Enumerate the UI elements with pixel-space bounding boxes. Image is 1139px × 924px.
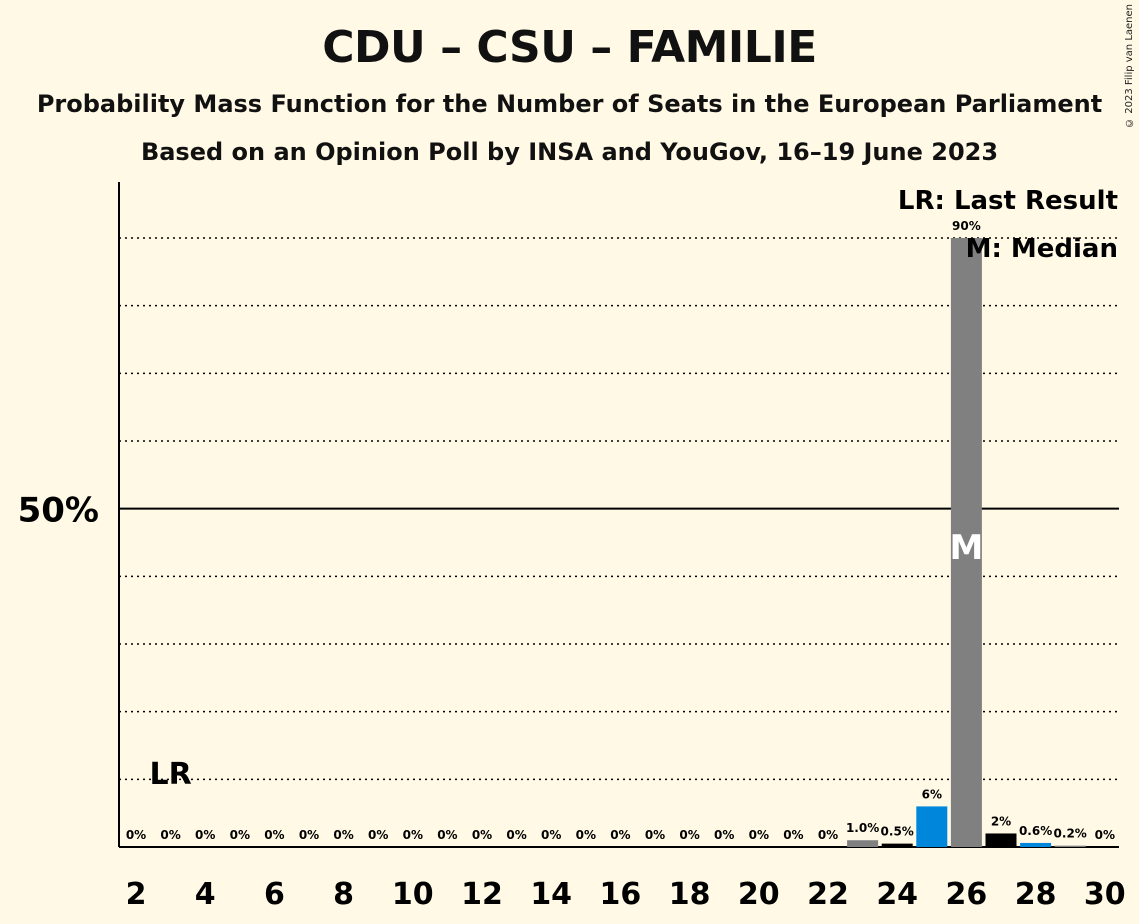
bar-value-label: 0% — [783, 828, 803, 842]
bar-value-label: 0.6% — [1019, 824, 1052, 838]
chart-title: CDU – CSU – FAMILIE — [322, 22, 817, 73]
bar — [1020, 842, 1052, 847]
x-tick-label: 4 — [195, 877, 216, 912]
bar-value-label: 0% — [1095, 828, 1115, 842]
bar-value-label: 0% — [472, 828, 492, 842]
bar-value-label: 0% — [403, 828, 423, 842]
bar — [950, 238, 982, 847]
bar — [985, 833, 1017, 847]
x-tick-label: 18 — [669, 877, 711, 912]
x-tick-label: 20 — [738, 877, 780, 912]
x-tick-label: 14 — [530, 877, 572, 912]
bar-value-label: 0% — [818, 828, 838, 842]
bar-value-label: 2% — [991, 814, 1011, 828]
x-tick-label: 28 — [1015, 877, 1057, 912]
bar-value-label: 0% — [610, 828, 630, 842]
bar-value-label: 0% — [541, 828, 561, 842]
bar-value-label: 0.5% — [881, 825, 914, 839]
bar — [1054, 845, 1086, 847]
bar-value-label: 0% — [506, 828, 526, 842]
x-tick-label: 10 — [392, 877, 434, 912]
x-tick-label: 6 — [264, 877, 285, 912]
legend-last-result: LR: Last Result — [898, 186, 1118, 216]
last-result-marker: LR — [149, 757, 191, 792]
x-tick-label: 22 — [807, 877, 849, 912]
bar-value-label: 0% — [645, 828, 665, 842]
x-tick-label: 26 — [946, 877, 988, 912]
bar-value-label: 0% — [230, 828, 250, 842]
bar-value-label: 90% — [952, 219, 981, 233]
bar-value-label: 0% — [368, 828, 388, 842]
bar-value-label: 6% — [922, 787, 942, 801]
bar — [916, 806, 948, 847]
x-tick-label: 8 — [333, 877, 354, 912]
bar-value-label: 0% — [576, 828, 596, 842]
bar-value-label: 0% — [299, 828, 319, 842]
x-tick-label: 2 — [126, 877, 147, 912]
bar-value-label: 0% — [195, 828, 215, 842]
bar-value-label: 0% — [126, 828, 146, 842]
y-tick-label: 50% — [18, 491, 99, 531]
bar-value-label: 0.2% — [1054, 827, 1087, 841]
median-marker: M — [949, 528, 983, 568]
x-tick-label: 24 — [876, 877, 918, 912]
chart-source-line: Based on an Opinion Poll by INSA and You… — [140, 138, 999, 166]
bar-value-label: 0% — [160, 828, 180, 842]
bar — [881, 843, 913, 847]
x-tick-label: 12 — [461, 877, 503, 912]
legend-median: M: Median — [966, 234, 1118, 264]
bar-value-label: 0% — [333, 828, 353, 842]
bar-value-label: 0% — [749, 828, 769, 842]
bar-value-label: 0% — [437, 828, 457, 842]
chart-subtitle: Probability Mass Function for the Number… — [36, 90, 1103, 118]
bar-value-label: 1.0% — [846, 821, 879, 835]
x-tick-label: 16 — [600, 877, 642, 912]
bar-value-label: 0% — [714, 828, 734, 842]
bar-value-label: 0% — [264, 828, 284, 842]
bar-value-label: 0% — [679, 828, 699, 842]
bar — [847, 840, 879, 847]
x-tick-label: 30 — [1084, 877, 1126, 912]
